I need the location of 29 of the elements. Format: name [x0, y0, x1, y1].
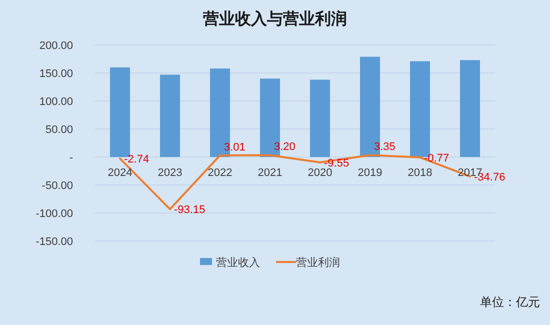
data-label: -9.55	[324, 157, 350, 170]
legend-label: 营业收入	[216, 256, 260, 269]
chart-title: 营业收入与营业利润	[202, 10, 347, 28]
y-tick-label: 100.00	[39, 96, 73, 108]
data-label: 3.01	[224, 141, 246, 154]
y-tick-label: -	[69, 152, 74, 164]
y-tick-label: 200.00	[39, 40, 73, 52]
x-tick-label: 2023	[158, 167, 182, 179]
bar	[310, 80, 330, 157]
y-tick-label: 50.00	[45, 124, 73, 136]
y-tick-label: -100.00	[36, 208, 73, 220]
bar	[160, 74, 180, 157]
data-label: 3.20	[274, 141, 296, 154]
x-tick-label: 2024	[108, 167, 132, 179]
y-tick-label: 150.00	[39, 68, 73, 80]
data-label: 3.35	[374, 141, 396, 154]
data-label: -2.74	[124, 154, 150, 166]
x-tick-label: 2019	[358, 167, 382, 179]
text: 单位：亿元	[480, 295, 540, 309]
legend-label: 营业利润	[296, 256, 340, 269]
x-tick-label: 2021	[258, 167, 282, 179]
y-tick-label: -150.00	[36, 236, 73, 248]
x-tick-label: 2022	[208, 167, 232, 179]
y-tick-label: -50.00	[42, 180, 73, 192]
bar	[460, 60, 480, 157]
x-tick-label: 2018	[408, 167, 432, 179]
data-label: -0.77	[424, 152, 450, 164]
x-tick-label: 2020	[308, 167, 332, 179]
data-label: -93.15	[174, 204, 206, 216]
